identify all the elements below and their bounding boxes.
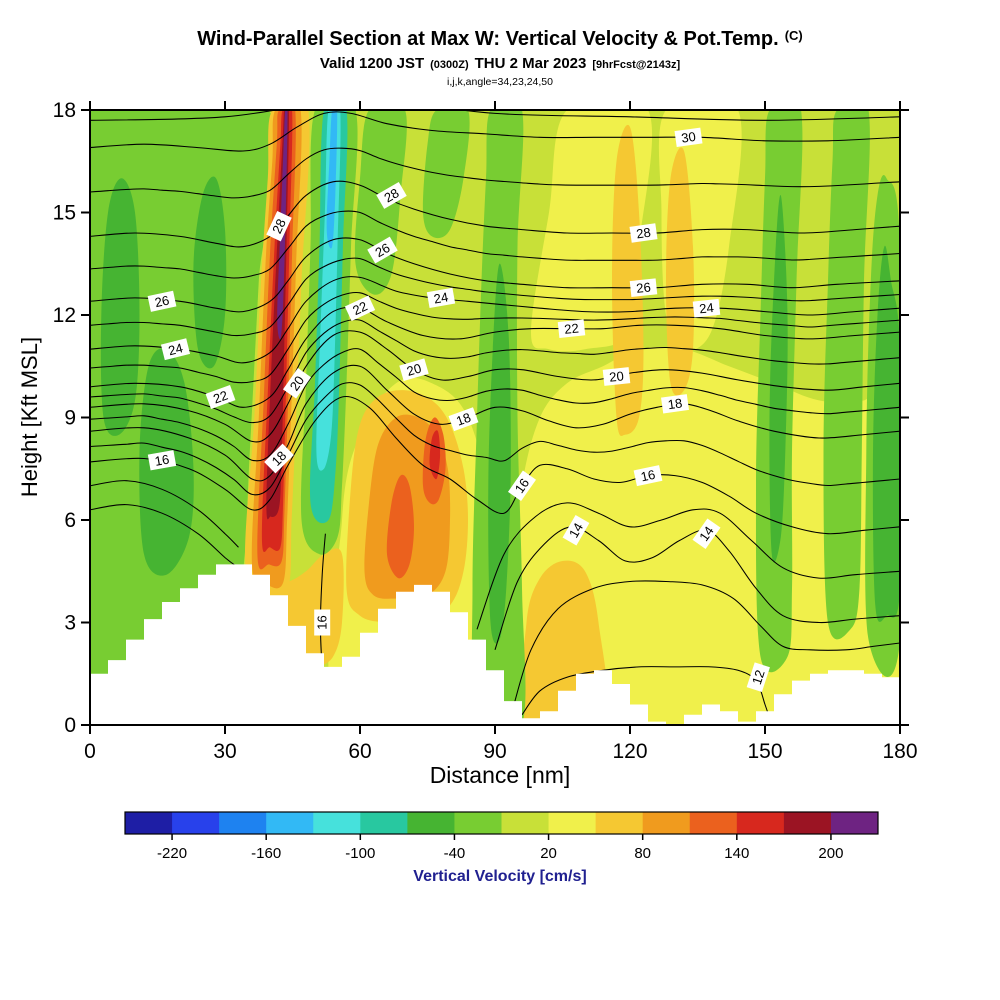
- svg-text:26: 26: [372, 240, 392, 260]
- svg-text:22: 22: [211, 387, 230, 406]
- contour-label: 14: [692, 518, 721, 549]
- contour-label: 28: [266, 211, 292, 242]
- svg-text:14: 14: [566, 520, 586, 540]
- contour-label: 16: [314, 609, 331, 636]
- y-tick-label: 9: [64, 407, 76, 430]
- contour-label: 18: [661, 394, 689, 414]
- colorbar-tick-label: 20: [540, 845, 557, 862]
- contour-label: 20: [602, 367, 631, 386]
- contour-label: 24: [692, 298, 721, 318]
- svg-text:28: 28: [635, 225, 651, 242]
- svg-text:14: 14: [696, 523, 717, 543]
- contour-label: 12: [746, 662, 770, 693]
- contour-label: 24: [426, 287, 456, 309]
- contour-label: 28: [629, 223, 658, 243]
- contour-labels: 30 28 28 28 26 26 26 24 24 24 22 22 22 20 20 20 18 18 18 16…: [147, 127, 770, 693]
- colorbar: -220 -160 -100 -40 20 80 140 200: [124, 811, 879, 862]
- colorbar-tick-label: 80: [634, 845, 651, 862]
- svg-text:28: 28: [269, 216, 289, 235]
- chart-title-units: (C): [784, 28, 803, 43]
- chart-title-text: Wind-Parallel Section at Max W: Vertical…: [197, 28, 779, 50]
- svg-text:16: 16: [154, 452, 171, 469]
- svg-text:28: 28: [381, 185, 401, 205]
- contour-label: 22: [205, 385, 236, 409]
- grid-info-line: i,j,k,angle=34,23,24,50: [447, 76, 553, 88]
- valid-time: Valid 1200 JST: [319, 55, 425, 72]
- colorbar-caption: Vertical Velocity [cm/s]: [413, 868, 587, 885]
- colorbar-tick-label: -100: [345, 845, 375, 862]
- y-tick-label: 0: [64, 714, 76, 737]
- colorbar-tick-label: -160: [251, 845, 281, 862]
- y-tick-label: 6: [64, 509, 76, 532]
- x-tick-label: 180: [882, 740, 917, 763]
- x-tick-label: 150: [747, 740, 782, 763]
- y-tick-label: 15: [53, 202, 76, 225]
- y-tick-label: 3: [64, 612, 76, 635]
- svg-text:16: 16: [512, 476, 533, 496]
- contour-label: 24: [160, 338, 191, 361]
- x-tick-label: 60: [348, 740, 371, 763]
- contour-label: 26: [147, 290, 177, 312]
- svg-text:18: 18: [667, 395, 683, 412]
- contour-label: 20: [282, 368, 312, 399]
- contour-label: 22: [557, 319, 586, 339]
- pot-temp-contours: [90, 110, 900, 719]
- chart-title: Wind-Parallel Section at Max W: Vertical…: [0, 28, 1000, 51]
- svg-text:16: 16: [639, 467, 656, 485]
- contour-label: 18: [264, 443, 294, 474]
- terrain-silhouette: [90, 564, 900, 725]
- contour-label: 16: [633, 465, 663, 487]
- colorbar-tick-label: 200: [818, 845, 843, 862]
- x-axis-label: Distance [nm]: [429, 762, 571, 788]
- colorbar-tick-label: -220: [157, 845, 187, 862]
- contour-label: 26: [367, 236, 398, 264]
- svg-text:26: 26: [153, 292, 170, 310]
- svg-text:20: 20: [405, 360, 423, 378]
- svg-text:26: 26: [636, 279, 652, 295]
- svg-text:24: 24: [167, 340, 185, 358]
- contour-label: 18: [448, 407, 479, 432]
- x-tick-label: 90: [483, 740, 506, 763]
- svg-text:20: 20: [287, 373, 308, 393]
- axes: 0 30 60 90 120 150 180 0 3 6 9 12 15 18: [53, 99, 918, 763]
- contour-label: 30: [674, 127, 703, 148]
- svg-text:22: 22: [350, 298, 369, 318]
- contour-label: 16: [147, 450, 177, 471]
- valid-time-utc: (0300Z): [430, 59, 469, 71]
- y-tick-label: 18: [53, 99, 76, 122]
- contour-label: 14: [562, 515, 590, 546]
- x-tick-label: 120: [612, 740, 647, 763]
- svg-text:24: 24: [433, 289, 450, 306]
- svg-text:24: 24: [699, 300, 715, 316]
- plot-area: 30 28 28 28 26 26 26 24 24 24 22 22 22 20 20 20 18 18 18 16…: [90, 110, 900, 725]
- contour-label: 26: [629, 278, 658, 298]
- contour-label: 28: [376, 181, 407, 209]
- colorbar-tick-label: 140: [724, 845, 749, 862]
- colorbar-tick-label: -40: [444, 845, 466, 862]
- svg-text:18: 18: [454, 410, 473, 429]
- svg-text:16: 16: [315, 615, 330, 629]
- y-tick-label: 12: [53, 304, 76, 327]
- x-tick-label: 30: [213, 740, 236, 763]
- svg-text:12: 12: [749, 668, 768, 686]
- svg-text:22: 22: [564, 320, 580, 336]
- contour-label: 22: [344, 295, 376, 321]
- svg-text:30: 30: [680, 129, 696, 146]
- chart-subtitle: Valid 1200 JST (0300Z) THU 2 Mar 2023 [9hrF…: [0, 55, 1000, 72]
- svg-text:20: 20: [609, 368, 625, 384]
- x-tick-label: 0: [84, 740, 96, 763]
- contour-label: 20: [399, 358, 429, 381]
- forecast-info: [9hrFcst@2143z]: [592, 59, 681, 71]
- valid-date: THU 2 Mar 2023: [474, 55, 587, 72]
- contour-label: 16: [507, 470, 537, 502]
